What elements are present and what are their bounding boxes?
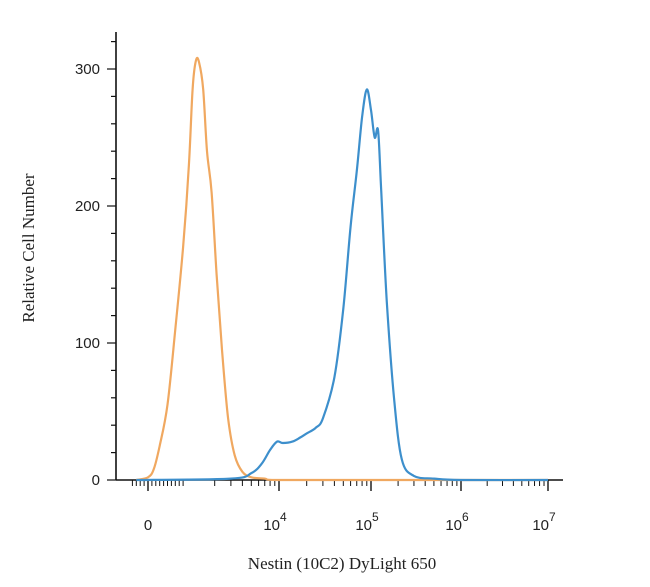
x-tick-label: 106	[445, 510, 469, 534]
y-tick-labels: 0 100 200 300	[75, 61, 100, 489]
x-tick-label: 105	[355, 510, 379, 534]
x-tick-label: 107	[532, 510, 556, 534]
series-line-1	[136, 56, 548, 482]
axes	[107, 32, 563, 491]
y-tick-label: 300	[75, 61, 100, 78]
y-tick-label: 200	[75, 198, 100, 215]
y-tick-label: 0	[92, 472, 100, 489]
series-layer	[136, 56, 549, 482]
x-tick-labels: 0 104 105 106 107	[144, 510, 556, 534]
series-line-2	[136, 88, 549, 482]
y-tick-label: 100	[75, 335, 100, 352]
x-axis-title: Nestin (10C2) DyLight 650	[248, 554, 436, 573]
y-axis-title: Relative Cell Number	[19, 173, 38, 323]
x-tick-label: 0	[144, 517, 152, 534]
x-tick-label: 104	[263, 510, 287, 534]
